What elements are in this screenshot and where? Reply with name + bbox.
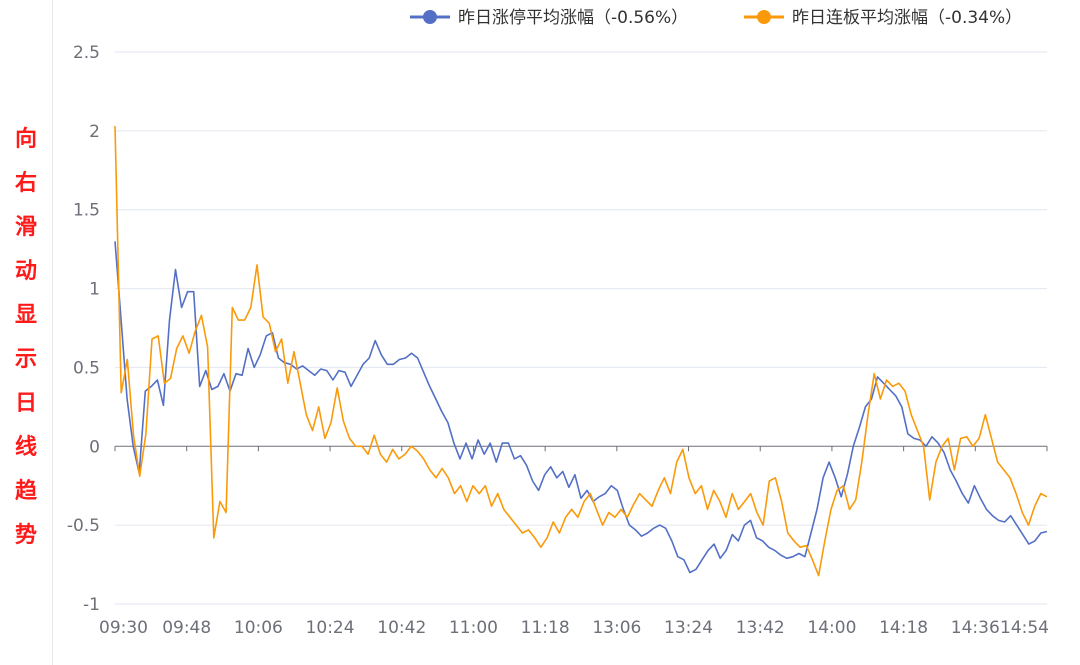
swipe-hint-char: 日 — [14, 391, 37, 416]
swipe-hint-char: 线 — [14, 435, 37, 460]
y-tick-label: 2 — [89, 122, 100, 142]
y-tick-label: 2.5 — [73, 43, 100, 63]
swipe-hint-char: 显 — [14, 303, 37, 328]
y-tick-label: 0.5 — [73, 358, 100, 378]
x-tick-label: 09:30 — [99, 618, 148, 638]
x-tick-label: 10:42 — [377, 618, 426, 638]
x-tick-label: 14:00 — [807, 618, 856, 638]
swipe-hint-char: 动 — [14, 259, 37, 284]
x-tick-label: 13:06 — [592, 618, 641, 638]
legend-label: 昨日连板平均涨幅（-0.34%） — [792, 8, 1022, 28]
legend-label: 昨日涨停平均涨幅（-0.56%） — [458, 8, 688, 28]
y-tick-label: 1.5 — [73, 201, 100, 221]
legend-dot-icon — [423, 10, 437, 24]
y-tick-label: 1 — [89, 280, 100, 300]
side-panel: 向 右 滑 动 显 示 日 线 趋 势 — [0, 0, 53, 665]
series-line-2 — [114, 126, 1048, 577]
legend-item-1[interactable]: 昨日涨停平均涨幅（-0.56%） — [410, 8, 688, 28]
swipe-hint-char: 右 — [14, 171, 37, 196]
legend-dot-icon — [757, 10, 771, 24]
x-tick-label: 14:54 — [1000, 618, 1049, 638]
y-tick-label: -0.5 — [67, 516, 100, 536]
x-tick-label: 14:18 — [879, 618, 928, 638]
y-tick-label: -1 — [83, 595, 100, 615]
x-tick-label: 13:24 — [664, 618, 713, 638]
series-line-1 — [114, 241, 1048, 574]
x-tick-label: 10:24 — [306, 618, 355, 638]
x-tick-label: 11:18 — [521, 618, 570, 638]
y-tick-label: 0 — [89, 437, 100, 457]
x-tick-label: 13:42 — [736, 618, 785, 638]
x-tick-label: 10:06 — [234, 618, 283, 638]
x-axis: 09:30 09:48 10:06 10:24 10:42 11:00 11:18 13:06… — [99, 446, 1049, 638]
x-tick-label: 09:48 — [162, 618, 211, 638]
x-tick-label: 11:00 — [449, 618, 498, 638]
series-lines — [114, 126, 1048, 577]
swipe-hint-char: 势 — [14, 523, 37, 548]
grid-lines — [115, 51, 1047, 605]
swipe-hint-char: 向 — [14, 127, 37, 152]
swipe-hint-char: 滑 — [14, 215, 37, 240]
legend[interactable]: 昨日涨停平均涨幅（-0.56%） 昨日连板平均涨幅（-0.34%） — [410, 8, 1022, 28]
x-tick-label: 14:36 — [951, 618, 1000, 638]
swipe-hint-label: 向 右 滑 动 显 示 日 线 趋 势 — [0, 118, 52, 558]
legend-item-2[interactable]: 昨日连板平均涨幅（-0.34%） — [744, 8, 1022, 28]
y-axis: 2.5 2 1.5 1 0.5 0 -0.5 -1 — [67, 43, 100, 615]
swipe-hint-char: 示 — [14, 347, 37, 372]
swipe-hint-char: 趋 — [14, 479, 37, 504]
line-chart[interactable]: 2.5 2 1.5 1 0.5 0 -0.5 -1 09:30 09:48 10:06 10:24 1… — [52, 0, 1080, 665]
